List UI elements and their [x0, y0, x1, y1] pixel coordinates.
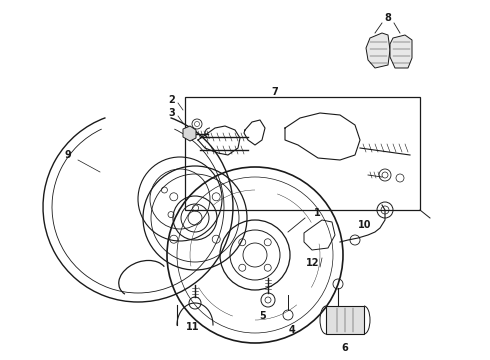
Text: 8: 8 — [385, 13, 392, 23]
Text: 12: 12 — [306, 258, 320, 268]
Polygon shape — [390, 35, 412, 68]
Polygon shape — [366, 33, 390, 68]
Polygon shape — [183, 126, 196, 141]
Text: 9: 9 — [65, 150, 72, 160]
Text: 2: 2 — [169, 95, 175, 105]
Text: 4: 4 — [289, 325, 295, 335]
Text: 1: 1 — [314, 208, 320, 218]
Text: 6: 6 — [342, 343, 348, 353]
Bar — [326, 306, 364, 334]
Text: 7: 7 — [271, 87, 278, 97]
Bar — [185, 97, 420, 210]
Text: 11: 11 — [186, 322, 200, 332]
Text: 10: 10 — [358, 220, 372, 230]
Text: 3: 3 — [169, 108, 175, 118]
Text: 5: 5 — [260, 311, 267, 321]
